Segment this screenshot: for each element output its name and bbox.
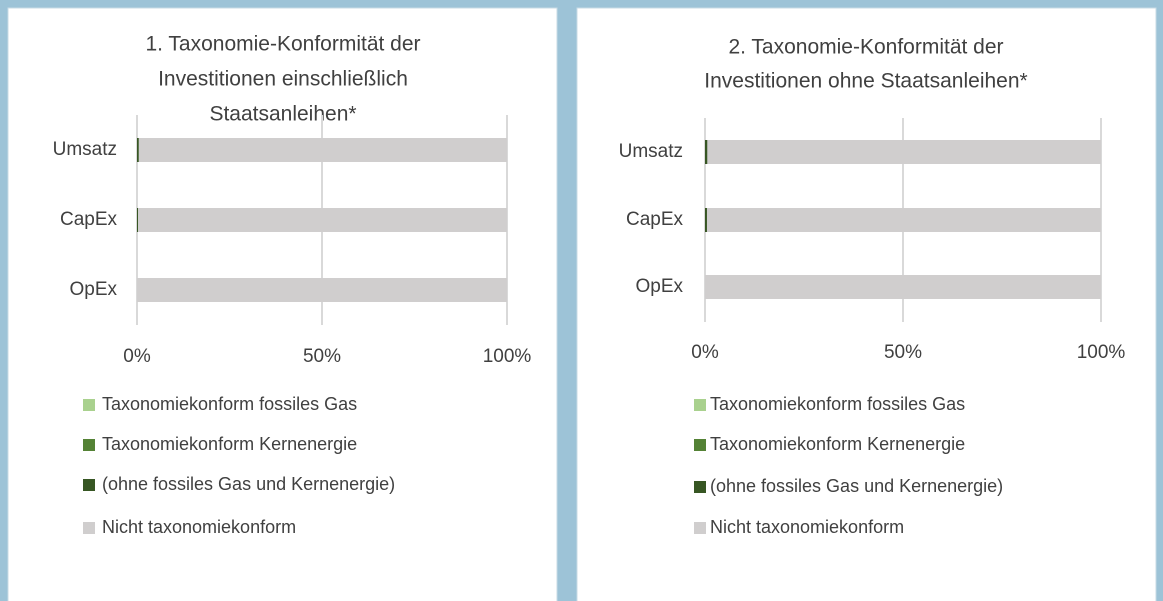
panel [576, 7, 1157, 601]
legend-swatch [694, 439, 706, 451]
category-label: Umsatz [53, 139, 117, 160]
bar-segment [137, 208, 139, 232]
legend-swatch [694, 481, 706, 493]
bar-segment [707, 140, 1101, 164]
x-tick-label: 50% [303, 346, 341, 367]
chart-title: 1. Taxonomie-Konformität der [145, 33, 420, 56]
x-tick-label: 50% [884, 342, 922, 363]
legend-label: Nicht taxonomiekonform [710, 517, 904, 537]
bar-segment [138, 208, 508, 232]
legend-swatch [83, 479, 95, 491]
legend-label: Taxonomiekonform Kernenergie [102, 434, 357, 454]
bar-segment [138, 138, 507, 162]
legend-label: Taxonomiekonform fossiles Gas [710, 394, 965, 414]
x-tick-label: 0% [691, 342, 719, 363]
x-tick-label: 100% [1077, 342, 1126, 363]
bar-segment [137, 278, 507, 302]
bar-segment [705, 208, 707, 232]
chart-title: Investitionen ohne Staatsanleihen* [704, 70, 1027, 93]
category-label: Umsatz [619, 141, 683, 162]
legend-label: (ohne fossiles Gas und Kernenergie) [710, 476, 1003, 496]
chart-title: Staatsanleihen* [209, 103, 356, 126]
legend-swatch [83, 439, 95, 451]
chart-title: 2. Taxonomie-Konformität der [728, 36, 1003, 59]
legend-label: Nicht taxonomiekonform [102, 517, 296, 537]
legend-swatch [694, 522, 706, 534]
legend-label: Taxonomiekonform Kernenergie [710, 434, 965, 454]
category-label: CapEx [60, 209, 118, 230]
bar-segment [705, 140, 708, 164]
x-tick-label: 100% [483, 346, 532, 367]
panel [7, 7, 558, 601]
bar-segment [137, 138, 139, 162]
category-label: CapEx [626, 209, 684, 230]
legend-label: Taxonomiekonform fossiles Gas [102, 394, 357, 414]
legend-swatch [83, 399, 95, 411]
category-label: OpEx [69, 279, 117, 300]
legend-swatch [694, 399, 706, 411]
legend-swatch [83, 522, 95, 534]
bar-segment [706, 208, 1101, 232]
category-label: OpEx [635, 276, 683, 297]
bar-segment [705, 275, 1101, 299]
chart-title: Investitionen einschließlich [158, 68, 408, 91]
legend-label: (ohne fossiles Gas und Kernenergie) [102, 474, 395, 494]
x-tick-label: 0% [123, 346, 151, 367]
